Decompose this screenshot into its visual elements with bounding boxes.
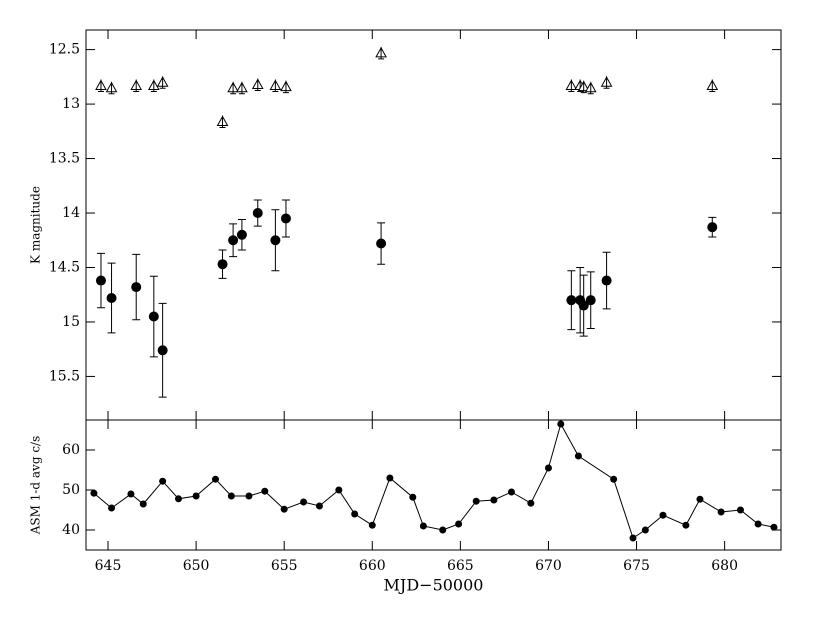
data-point: [706, 79, 719, 93]
data-point: [696, 495, 704, 503]
data-point: [252, 208, 263, 219]
y-axis-label: ASM 1-d avg c/s: [29, 436, 43, 536]
data-point: [386, 474, 394, 482]
data-point: [610, 475, 618, 483]
x-tick-label: 650: [183, 558, 210, 574]
data-point: [577, 80, 590, 94]
data-point: [95, 275, 106, 286]
data-point: [659, 511, 667, 519]
data-point: [270, 235, 281, 246]
data-point: [682, 521, 690, 529]
data-point: [490, 496, 498, 504]
x-tick-label: 675: [623, 558, 650, 574]
data-point: [130, 79, 143, 93]
data-point: [376, 238, 387, 249]
data-point: [228, 235, 239, 246]
y-axis-label: K magnitude: [29, 186, 43, 264]
data-point: [419, 522, 427, 530]
x-tick-label: 655: [271, 558, 298, 574]
data-point: [174, 495, 182, 503]
plot-frame: [85, 419, 782, 551]
data-point: [351, 510, 359, 518]
data-point: [106, 292, 117, 303]
plot-frame: [85, 29, 782, 421]
data-point: [217, 259, 228, 270]
data-point: [601, 275, 612, 286]
y-tick-label: 50: [62, 482, 80, 498]
data-point: [245, 492, 253, 500]
data-point: [717, 508, 725, 516]
data-point: [139, 500, 147, 508]
data-point: [472, 497, 480, 505]
data-point: [90, 489, 98, 497]
data-point: [159, 477, 167, 485]
y-tick-label: 12.5: [49, 42, 80, 58]
x-tick-label: 645: [95, 558, 122, 574]
data-point: [236, 229, 247, 240]
data-point: [227, 81, 239, 95]
x-tick-label: 680: [711, 558, 738, 574]
y-tick-label: 40: [62, 522, 80, 538]
data-point: [585, 295, 596, 306]
data-point: [131, 282, 142, 293]
data-point: [455, 520, 463, 528]
x-tick-label: 670: [535, 558, 562, 574]
data-point: [439, 526, 447, 534]
data-point: [584, 81, 597, 95]
data-point: [216, 115, 229, 129]
data-point: [147, 79, 160, 93]
data-point: [148, 311, 159, 322]
x-tick-label: 665: [447, 558, 474, 574]
data-point: [269, 79, 282, 93]
data-point: [192, 492, 200, 500]
data-point: [574, 452, 582, 460]
data-point: [280, 505, 288, 513]
data-point: [280, 213, 291, 224]
y-tick-label: 13: [62, 96, 80, 112]
y-tick-label: 14.5: [49, 259, 80, 275]
y-tick-label: 15: [62, 314, 80, 330]
data-point: [565, 79, 578, 93]
data-point: [566, 295, 577, 306]
data-point: [251, 78, 264, 91]
y-tick-label: 13.5: [49, 151, 80, 167]
data-point: [315, 502, 323, 510]
data-point: [707, 222, 718, 233]
data-point: [280, 80, 292, 94]
data-point: [527, 499, 535, 507]
y-tick-label: 60: [62, 442, 80, 458]
data-point: [261, 487, 269, 495]
data-point: [507, 488, 515, 496]
data-point: [211, 475, 219, 483]
data-point: [157, 345, 168, 356]
data-point: [409, 493, 417, 501]
data-point: [578, 300, 589, 311]
data-point: [600, 76, 613, 89]
x-tick-label: 660: [359, 558, 386, 574]
data-point: [156, 76, 169, 89]
x-axis-label: MJD−50000: [384, 576, 484, 595]
data-point: [736, 506, 744, 514]
data-point: [629, 534, 637, 542]
y-tick-label: 14: [62, 205, 80, 221]
data-point: [557, 420, 565, 428]
data-point: [641, 526, 649, 534]
data-point: [544, 464, 552, 472]
data-point: [335, 486, 343, 494]
data-point: [127, 490, 135, 498]
data-point: [368, 521, 376, 529]
data-point: [227, 492, 235, 500]
data-point: [300, 498, 308, 506]
data-point: [770, 523, 778, 531]
data-point: [375, 46, 387, 60]
data-point: [754, 520, 762, 528]
data-point: [95, 79, 107, 93]
data-point: [108, 504, 116, 512]
data-point: [105, 81, 118, 95]
y-tick-label: 15.5: [49, 368, 80, 384]
data-point: [236, 81, 248, 95]
data-line: [93, 422, 775, 539]
